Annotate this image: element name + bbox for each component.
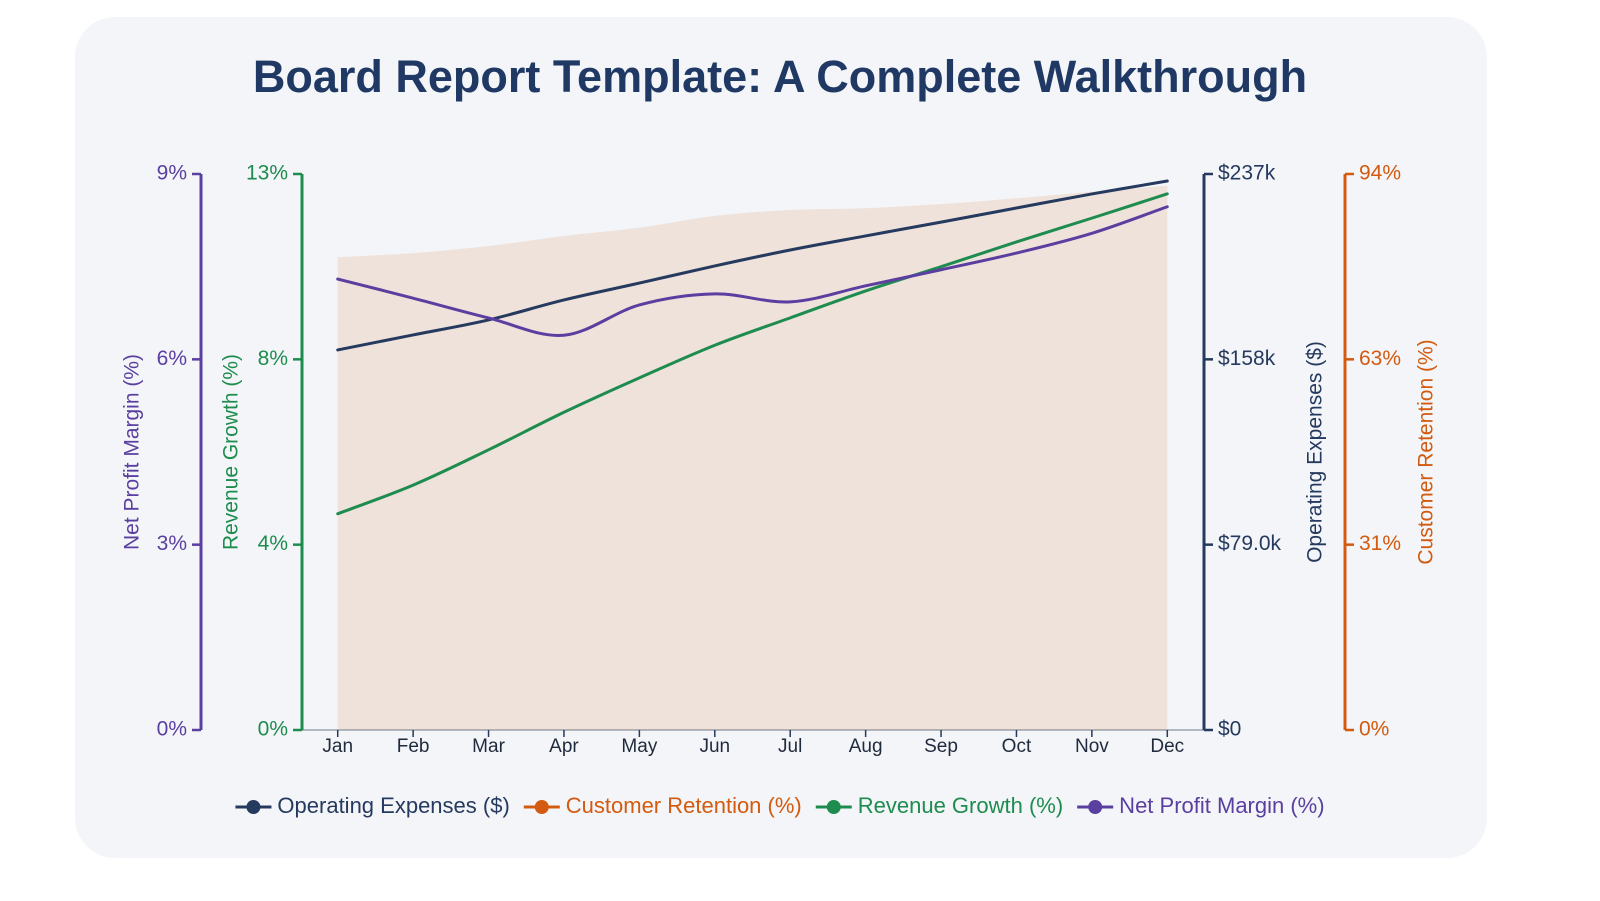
x-tick-label: May [621, 736, 657, 757]
line [336, 192, 1169, 516]
y-tick-label: 13% [246, 162, 288, 185]
legend-marker [534, 800, 549, 814]
x-tick-label: Jan [322, 736, 353, 757]
x-tick-label: Jul [778, 736, 802, 757]
y-tick-label: 31% [1359, 532, 1401, 555]
y-axis-title: Operating Expenses ($) [1304, 341, 1327, 563]
legend-item: Revenue Growth (%) [815, 793, 1063, 818]
line [336, 205, 1169, 337]
y-tick-label: 63% [1359, 347, 1401, 370]
x-tick-label: Mar [472, 736, 505, 757]
x-tick-label: Apr [549, 736, 579, 757]
legend-marker [246, 800, 261, 814]
chart-title: Board Report Template: A Complete Walkth… [253, 51, 1307, 102]
legend-label: Customer Retention (%) [566, 793, 802, 818]
y-axis-title: Net Profit Margin (%) [121, 354, 144, 550]
x-tick-label: Aug [849, 736, 883, 757]
y-tick-label: 0% [1359, 718, 1389, 741]
x-tick-label: Jun [699, 736, 730, 757]
y-tick-label: 3% [157, 532, 187, 555]
y-axis-title: Revenue Growth (%) [220, 354, 243, 550]
y-tick-label: 0% [258, 718, 288, 741]
legend-item: Customer Retention (%) [523, 793, 802, 818]
y-tick-label: 4% [258, 532, 288, 555]
y-tick-label: $79.0k [1218, 532, 1282, 555]
y-tick-label: $158k [1218, 347, 1276, 370]
x-tick-label: Oct [1002, 736, 1032, 757]
line [336, 179, 1169, 352]
area [337, 185, 1168, 730]
card [75, 17, 1487, 858]
legend-marker [826, 800, 841, 814]
legend-label: Revenue Growth (%) [858, 793, 1063, 818]
x-tick-label: Feb [397, 736, 430, 757]
legend-item: Operating Expenses ($) [235, 793, 510, 818]
x-tick-label: Dec [1150, 736, 1184, 757]
y-axis-title: Customer Retention (%) [1415, 339, 1438, 564]
x-tick-label: Sep [924, 736, 958, 757]
legend-marker [1088, 800, 1103, 814]
legend-label: Operating Expenses ($) [277, 793, 509, 818]
legend-label: Net Profit Margin (%) [1119, 793, 1324, 818]
y-tick-label: 0% [157, 718, 187, 741]
y-tick-label: 94% [1359, 162, 1401, 185]
y-tick-label: $237k [1218, 162, 1276, 185]
y-tick-label: 8% [258, 347, 288, 370]
x-tick-label: Nov [1075, 736, 1109, 757]
y-tick-label: 6% [157, 347, 187, 370]
y-tick-label: 9% [157, 162, 187, 185]
y-tick-label: $0 [1218, 718, 1241, 741]
legend-item: Net Profit Margin (%) [1077, 793, 1325, 818]
